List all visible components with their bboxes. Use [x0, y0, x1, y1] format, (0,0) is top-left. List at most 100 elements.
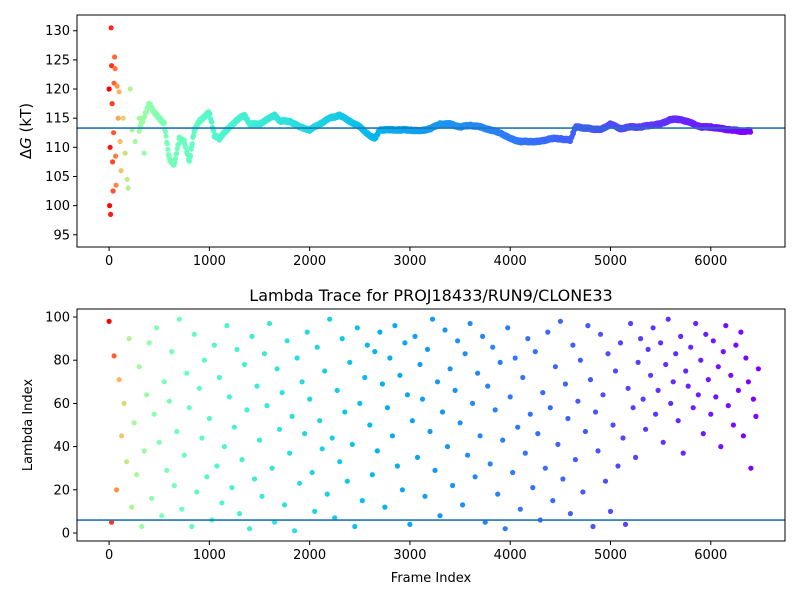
data-point — [110, 188, 116, 194]
data-point — [409, 418, 415, 424]
x-tick-label: 3000 — [393, 254, 426, 269]
x-axis-label: Frame Index — [391, 571, 472, 586]
data-point — [140, 119, 146, 125]
data-point — [274, 366, 280, 372]
data-point — [113, 153, 119, 159]
data-point — [720, 349, 726, 355]
data-point — [452, 387, 458, 393]
data-point — [111, 353, 117, 359]
data-point — [525, 336, 531, 342]
y-tick-label: 115 — [45, 112, 70, 127]
data-point — [181, 452, 187, 458]
data-point — [314, 344, 320, 350]
data-point — [723, 323, 729, 329]
y-tick-label: 105 — [45, 170, 70, 185]
data-point — [317, 418, 323, 424]
data-point — [660, 439, 666, 445]
data-point — [460, 502, 466, 508]
data-point — [190, 133, 197, 139]
data-point — [126, 336, 132, 342]
x-tick-label: 1000 — [193, 254, 226, 269]
data-point — [442, 327, 448, 333]
data-point — [114, 487, 120, 493]
data-point — [319, 446, 325, 452]
data-point — [384, 405, 390, 411]
data-point — [241, 361, 248, 368]
data-point — [550, 498, 556, 504]
data-point — [733, 342, 739, 348]
data-point — [189, 523, 195, 530]
data-point — [199, 435, 205, 441]
data-point — [705, 377, 711, 383]
data-point — [653, 411, 659, 417]
data-point — [680, 450, 686, 456]
data-point — [106, 86, 112, 92]
data-point — [304, 329, 310, 335]
data-point — [437, 513, 443, 519]
data-point — [189, 141, 195, 147]
data-point — [392, 323, 398, 329]
data-point — [638, 336, 644, 342]
data-point — [685, 383, 691, 389]
x-tick-label: 5000 — [594, 254, 627, 269]
data-point — [307, 396, 313, 402]
lambda-y-axis-label: Lambda Index — [21, 379, 36, 472]
data-point — [397, 372, 403, 378]
data-point — [412, 333, 418, 339]
x-tick-label: 3000 — [393, 548, 426, 563]
data-point — [279, 390, 285, 396]
data-point — [120, 115, 126, 121]
data-point — [575, 398, 581, 404]
data-point — [455, 338, 461, 344]
data-point — [457, 420, 463, 426]
data-point — [505, 325, 511, 331]
data-point — [670, 379, 676, 385]
data-point — [683, 368, 689, 374]
data-point — [422, 493, 428, 499]
data-point — [124, 459, 130, 465]
data-point — [703, 331, 709, 337]
data-point — [206, 415, 212, 422]
data-point — [743, 355, 749, 361]
data-point — [487, 461, 493, 467]
data-point — [643, 426, 649, 432]
data-point — [196, 385, 202, 391]
data-point — [367, 422, 373, 428]
data-point — [402, 340, 408, 346]
data-point — [119, 433, 125, 439]
data-point — [465, 452, 471, 458]
data-point — [183, 144, 189, 150]
data-point — [715, 364, 721, 370]
data-point — [753, 413, 759, 419]
data-point — [179, 506, 185, 512]
data-point — [417, 361, 423, 368]
data-point — [522, 450, 528, 456]
data-point — [309, 469, 315, 476]
data-point — [149, 495, 155, 501]
data-point — [602, 478, 609, 484]
data-point — [132, 138, 138, 145]
data-point — [151, 411, 157, 417]
y-tick-label: 100 — [45, 199, 70, 214]
data-point — [339, 336, 345, 342]
data-point — [111, 130, 117, 136]
data-point — [520, 374, 526, 381]
data-point — [427, 428, 433, 435]
data-point — [640, 396, 646, 402]
data-point — [169, 349, 175, 355]
data-point — [181, 137, 187, 143]
data-point — [570, 342, 576, 348]
data-point — [294, 355, 300, 361]
data-point — [698, 357, 704, 363]
data-point — [668, 400, 674, 406]
data-point — [592, 409, 599, 415]
data-point — [174, 428, 180, 435]
data-point — [162, 129, 168, 135]
data-point — [334, 387, 340, 393]
data-point — [244, 407, 250, 413]
data-point — [107, 203, 113, 209]
data-point — [264, 403, 270, 409]
data-point — [174, 151, 180, 157]
data-point — [164, 467, 170, 473]
data-point — [617, 340, 624, 346]
